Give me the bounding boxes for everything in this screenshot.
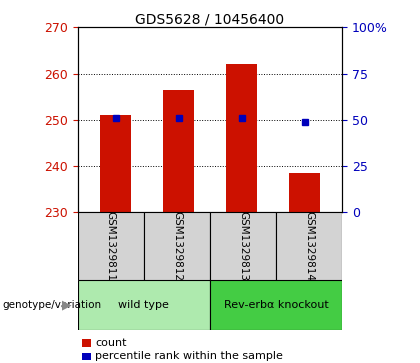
Text: percentile rank within the sample: percentile rank within the sample [95,351,283,362]
Bar [289,173,320,212]
Bar [210,280,342,330]
Text: ▶: ▶ [62,298,71,311]
Bar [276,212,342,280]
Text: GSM1329813: GSM1329813 [238,211,248,281]
Bar [78,280,210,330]
Bar [226,64,257,212]
Bar [78,212,144,280]
Bar [100,115,131,212]
Text: GSM1329811: GSM1329811 [106,211,116,281]
Text: genotype/variation: genotype/variation [2,300,101,310]
Text: GSM1329812: GSM1329812 [172,211,182,281]
Text: count: count [95,338,127,348]
Bar [144,212,210,280]
Bar [210,212,276,280]
Text: wild type: wild type [118,300,169,310]
Text: Rev-erbα knockout: Rev-erbα knockout [224,300,328,310]
Bar [163,90,194,212]
Text: GDS5628 / 10456400: GDS5628 / 10456400 [135,13,285,27]
Text: GSM1329814: GSM1329814 [304,211,314,281]
